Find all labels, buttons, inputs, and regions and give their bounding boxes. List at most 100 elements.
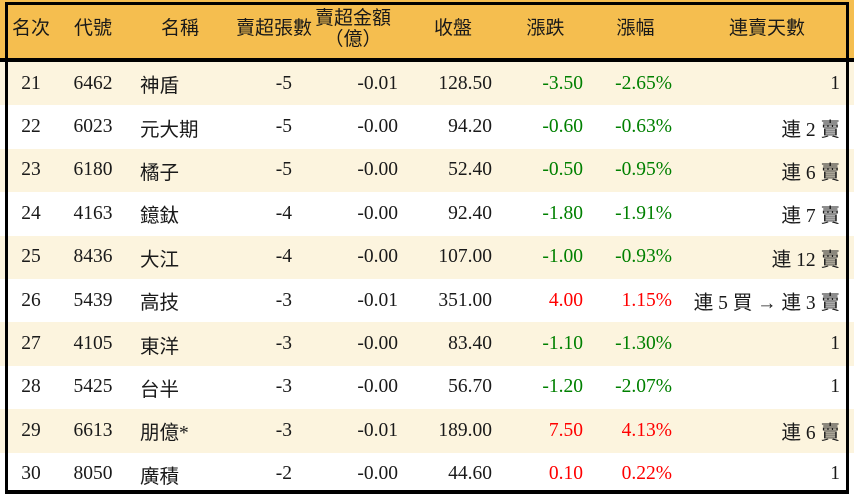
cell-change: 7.50 [548, 419, 583, 441]
cell-volume: -3 [275, 333, 292, 355]
cell-days: 1 [830, 333, 840, 355]
cell-pct: -2.07% [615, 376, 672, 398]
cell-volume: -4 [275, 202, 292, 224]
column-header-label: 收盤 [433, 18, 472, 40]
cell-rank: 30 [21, 463, 41, 485]
column-header-close: 收盤 [406, 18, 500, 39]
cell-volume: -5 [275, 72, 292, 94]
table-row: 26 5439 高技 -3 -0.01 351.00 4.00 1.15% 連 5 買 → 連 … [0, 278, 854, 323]
cell-pct: 1.15% [621, 289, 672, 311]
cell-volume: -5 [275, 116, 292, 138]
cell-amount: -0.00 [357, 202, 398, 224]
cell-name: 東洋 [140, 336, 180, 358]
cell-close: 107.00 [438, 246, 492, 268]
cell-rank: 21 [21, 72, 41, 94]
cell-rank: 27 [21, 333, 41, 355]
cell-close: 56.70 [448, 376, 492, 398]
cell-close: 83.40 [448, 333, 492, 355]
cell-volume: -5 [275, 159, 292, 181]
cell-amount: -0.01 [357, 289, 398, 311]
cell-close: 128.50 [438, 72, 492, 94]
cell-close: 94.20 [448, 116, 492, 138]
cell-change: -0.60 [542, 116, 583, 138]
cell-pct: -0.63% [615, 116, 672, 138]
cell-volume: -2 [275, 463, 292, 485]
cell-rank: 28 [21, 376, 41, 398]
cell-change: 4.00 [548, 289, 583, 311]
column-header-label: 名次 [11, 18, 50, 40]
cell-days: 連 5 買 → 連 3 賣 [693, 293, 840, 315]
cell-close: 189.00 [438, 419, 492, 441]
column-header-label: 名稱 [160, 18, 199, 40]
cell-name: 元大期 [140, 119, 199, 141]
cell-days: 連 7 賣 [781, 206, 840, 228]
cell-change: -0.50 [542, 159, 583, 181]
cell-volume: -3 [275, 419, 292, 441]
cell-days: 連 2 賣 [781, 119, 840, 141]
column-header-label: 賣超金額 [314, 7, 391, 29]
cell-amount: -0.00 [357, 463, 398, 485]
table-row: 25 8436 大江 -4 -0.00 107.00 -1.00 -0.93% 連 12 賣 [0, 235, 854, 279]
cell-volume: -4 [275, 246, 292, 268]
cell-rank: 26 [21, 289, 41, 311]
cell-name: 鐿鈦 [140, 206, 180, 228]
cell-rank: 22 [21, 116, 41, 138]
table-row: 22 6023 元大期 -5 -0.00 94.20 -0.60 -0.63% 連 2 賣 [0, 105, 854, 149]
cell-days: 連 6 賣 [781, 162, 840, 184]
column-header-amount: 賣超金額 （億） [300, 8, 406, 51]
column-header-label: 連賣天數 [728, 18, 805, 40]
table-row: 24 4163 鐿鈦 -4 -0.00 92.40 -1.80 -1.91% 連 7 賣 [0, 192, 854, 236]
cell-pct: -2.65% [615, 72, 672, 94]
cell-pct: 4.13% [621, 419, 672, 441]
cell-close: 351.00 [438, 289, 492, 311]
cell-name: 台半 [140, 379, 180, 401]
cell-code: 4163 [73, 202, 113, 224]
cell-pct: -1.30% [615, 333, 672, 355]
cell-days: 1 [830, 72, 840, 94]
column-header-volume: 賣超張數 [236, 18, 313, 40]
cell-amount: -0.00 [357, 116, 398, 138]
cell-amount: -0.01 [357, 419, 398, 441]
cell-change: -1.10 [542, 333, 583, 355]
cell-code: 6180 [73, 159, 113, 181]
column-header-pct: 漲幅 [591, 18, 680, 39]
cell-rank: 29 [21, 419, 41, 441]
cell-close: 92.40 [448, 202, 492, 224]
column-header-code: 代號 [62, 18, 124, 39]
cell-code: 6613 [73, 419, 113, 441]
cell-rank: 23 [21, 159, 41, 181]
cell-amount: -0.01 [357, 72, 398, 94]
column-header-label: 賣超張數 [236, 18, 313, 40]
cell-name: 大江 [140, 249, 180, 271]
cell-rank: 24 [21, 202, 41, 224]
cell-change: -1.20 [542, 376, 583, 398]
cell-change: -3.50 [542, 72, 583, 94]
cell-amount: -0.00 [357, 333, 398, 355]
cell-rank: 25 [21, 246, 41, 268]
column-header-sublabel: （億） [324, 29, 382, 50]
cell-code: 6023 [73, 116, 113, 138]
table-row: 28 5425 台半 -3 -0.00 56.70 -1.20 -2.07% 1 [0, 365, 854, 410]
column-header-days: 連賣天數 [680, 18, 854, 39]
column-header-rank: 名次 [0, 18, 62, 39]
header-separator-line [0, 58, 854, 62]
cell-pct: -0.95% [615, 159, 672, 181]
cell-name: 神盾 [140, 76, 180, 98]
cell-pct: -0.93% [615, 246, 672, 268]
table-row: 30 8050 廣積 -2 -0.00 44.60 0.10 0.22% 1 [0, 452, 854, 496]
table-row: 23 6180 橘子 -5 -0.00 52.40 -0.50 -0.95% 連 6 賣 [0, 148, 854, 193]
cell-amount: -0.00 [357, 159, 398, 181]
cell-volume: -3 [275, 376, 292, 398]
cell-days: 連 6 賣 [781, 423, 840, 445]
cell-amount: -0.00 [357, 376, 398, 398]
cell-code: 5439 [73, 289, 113, 311]
cell-amount: -0.00 [357, 246, 398, 268]
cell-pct: 0.22% [621, 463, 672, 485]
cell-days: 1 [830, 463, 840, 485]
cell-code: 8050 [73, 463, 113, 485]
cell-code: 6462 [73, 72, 113, 94]
table-body: 21 6462 神盾 -5 -0.01 128.50 -3.50 -2.65% 1 22 6023 元… [0, 62, 854, 496]
cell-pct: -1.91% [615, 202, 672, 224]
column-header-change: 漲跌 [500, 18, 591, 39]
